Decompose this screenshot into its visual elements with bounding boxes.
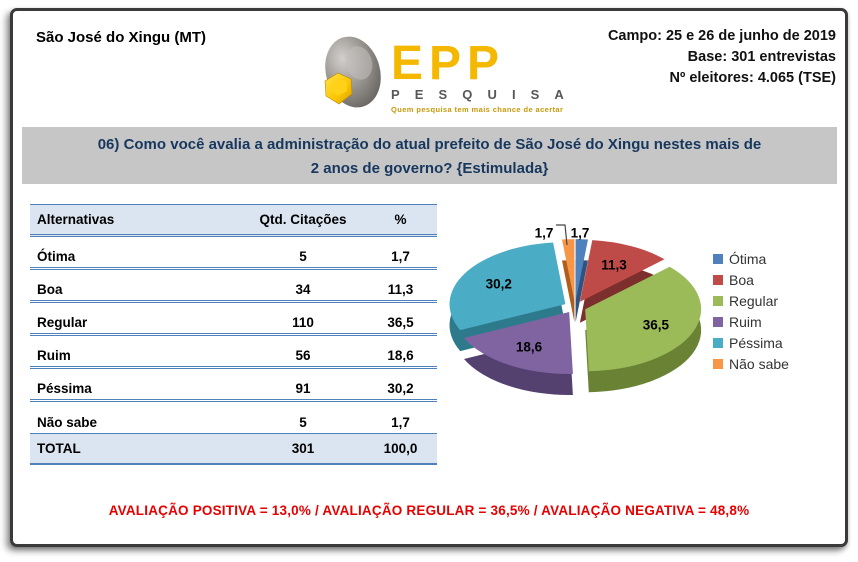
results-table: Alternativas Qtd. Citações % Ótima 5 1,7…	[30, 204, 437, 465]
page-title: São José do Xingu (MT)	[36, 29, 207, 46]
row-pct: 1,7	[364, 400, 437, 434]
row-label: Não sabe	[30, 400, 242, 434]
pie-chart-svg: 1,7 11,3 36,5 18,6 30,2 1,7	[449, 224, 702, 396]
logo-tagline: Quem pesquisa tem mais chance de acertar	[391, 105, 564, 114]
legend-item: Boa	[713, 272, 789, 288]
logo-subtitle: P E S Q U I S A	[391, 87, 571, 102]
legend-item: Ótima	[713, 251, 789, 267]
table-row: Regular 110 36,5	[30, 301, 437, 336]
row-qtd: 56	[242, 334, 364, 369]
epp-logo: EPP P E S Q U I S A Quem pesquisa tem ma…	[321, 31, 564, 123]
row-pct: 36,5	[364, 301, 437, 336]
legend-item: Regular	[713, 293, 789, 309]
total-label: TOTAL	[30, 433, 242, 465]
total-qtd: 301	[242, 433, 364, 465]
pie-chart: 1,7 11,3 36,5 18,6 30,2 1,7	[441, 213, 731, 461]
row-qtd: 34	[242, 268, 364, 303]
report-card: São José do Xingu (MT) EPP	[10, 8, 848, 547]
row-label: Ótima	[30, 235, 242, 270]
legend-swatch-icon	[713, 359, 723, 369]
legend-swatch-icon	[713, 296, 723, 306]
question-banner: 06) Como você avalia a administração do …	[22, 127, 837, 184]
table-row: Péssima 91 30,2	[30, 367, 437, 402]
legend-swatch-icon	[713, 254, 723, 264]
survey-info: Campo: 25 e 26 de junho de 2019 Base: 30…	[608, 26, 836, 89]
header-pct: %	[364, 204, 437, 237]
legend-item: Péssima	[713, 335, 789, 351]
legend-label: Regular	[729, 293, 779, 309]
table-header-row: Alternativas Qtd. Citações %	[30, 204, 437, 237]
svg-text:36,5: 36,5	[643, 317, 670, 332]
legend-item: Não sabe	[713, 356, 789, 372]
question-text: 06) Como você avalia a administração do …	[97, 135, 762, 177]
row-label: Ruim	[30, 334, 242, 369]
legend-label: Ótima	[729, 251, 767, 267]
svg-text:30,2: 30,2	[486, 276, 512, 291]
svg-text:1,7: 1,7	[571, 226, 590, 241]
legend-item: Ruim	[713, 314, 789, 330]
table-total-row: TOTAL 301 100,0	[30, 433, 437, 465]
legend-label: Ruim	[729, 314, 762, 330]
sample-base: Base: 301 entrevistas	[687, 49, 836, 65]
legend-swatch-icon	[713, 317, 723, 327]
table-row: Boa 34 11,3	[30, 268, 437, 303]
row-qtd: 110	[242, 301, 364, 336]
svg-text:11,3: 11,3	[601, 258, 627, 273]
row-qtd: 5	[242, 235, 364, 270]
row-pct: 30,2	[364, 367, 437, 402]
row-qtd: 91	[242, 367, 364, 402]
table-row: Ótima 5 1,7	[30, 235, 437, 270]
legend-label: Boa	[729, 272, 754, 288]
table-row: Ruim 56 18,6	[30, 334, 437, 369]
row-label: Regular	[30, 301, 242, 336]
row-qtd: 5	[242, 400, 364, 434]
summary-line: AVALIAÇÃO POSITIVA = 13,0% / AVALIAÇÃO R…	[108, 503, 750, 518]
logo-wordmark: EPP	[391, 37, 506, 90]
voters-count: Nº eleitores: 4.065 (TSE)	[669, 70, 836, 86]
field-dates: Campo: 25 e 26 de junho de 2019	[607, 28, 836, 44]
row-pct: 18,6	[364, 334, 437, 369]
total-pct: 100,0	[364, 433, 437, 465]
header-alternativas: Alternativas	[30, 204, 242, 237]
row-label: Péssima	[30, 367, 242, 402]
legend-swatch-icon	[713, 338, 723, 348]
svg-text:1,7: 1,7	[535, 226, 554, 241]
header-qtd: Qtd. Citações	[242, 204, 364, 237]
legend-label: Péssima	[729, 335, 783, 351]
legend-label: Não sabe	[729, 356, 789, 372]
row-pct: 1,7	[364, 235, 437, 270]
table-row: Não sabe 5 1,7	[30, 400, 437, 434]
logo-disc-icon	[324, 36, 381, 108]
svg-text:18,6: 18,6	[516, 339, 543, 354]
chart-legend: Ótima Boa Regular Ruim Péssima Não sabe	[713, 251, 789, 372]
row-label: Boa	[30, 268, 242, 303]
row-pct: 11,3	[364, 268, 437, 303]
legend-swatch-icon	[713, 275, 723, 285]
